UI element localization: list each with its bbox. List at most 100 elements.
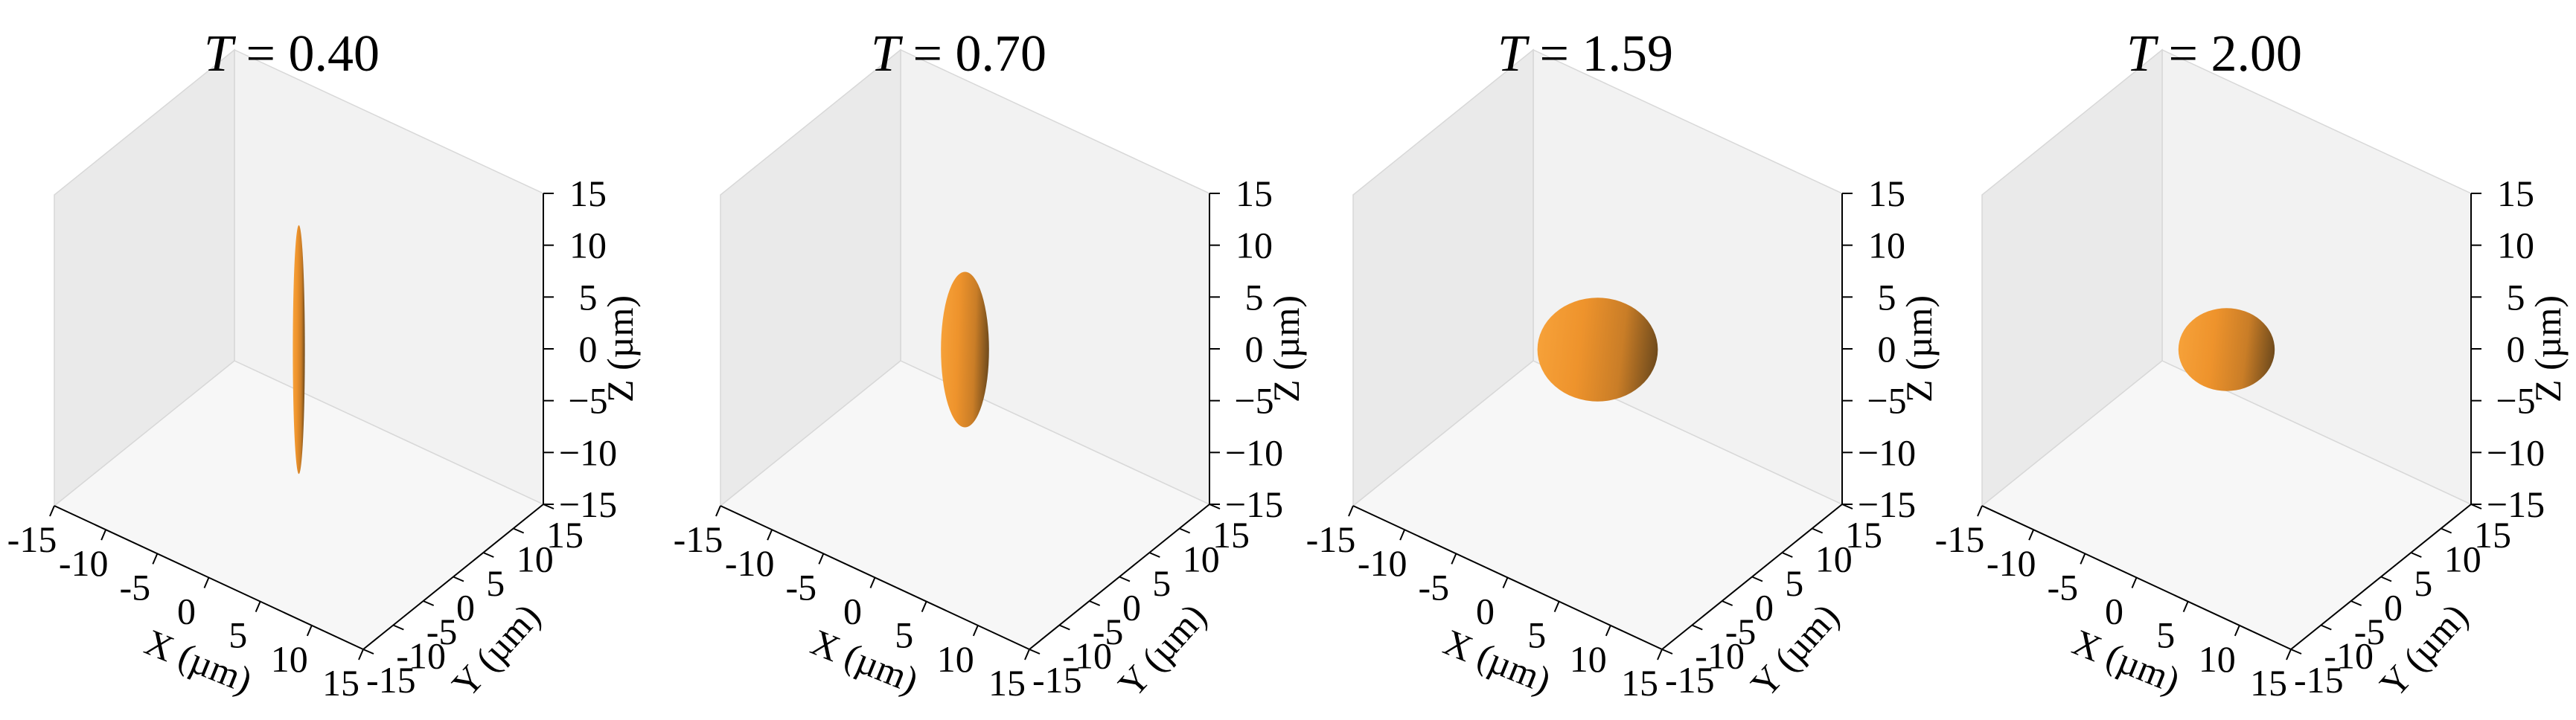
x-tick [1502, 577, 1509, 588]
x-tick-label: 15 [2250, 662, 2287, 704]
z-tick-label: 10 [1868, 225, 1905, 266]
y-tick [2380, 576, 2392, 582]
y-tick [1089, 600, 1101, 606]
z-tick-label: −5 [568, 380, 607, 422]
x-tick-label: 5 [228, 614, 247, 656]
x-tick [2182, 601, 2189, 613]
y-tick [1722, 600, 1733, 606]
z-tick-label: −15 [1225, 483, 1283, 525]
y-tick-label: -5 [2354, 611, 2385, 652]
y-tick-label: -5 [1093, 611, 1124, 652]
y-tick-label: 0 [456, 587, 475, 629]
y-tick [1661, 649, 1673, 655]
x-tick [306, 625, 313, 637]
title-variable: T [2126, 25, 2159, 83]
y-tick-label: 5 [486, 562, 505, 604]
x-tick [921, 601, 927, 613]
x-tick [2234, 625, 2240, 637]
y-tick-label: -5 [426, 611, 458, 652]
y-tick-label: 15 [1845, 514, 1882, 556]
title-variable: T [871, 25, 904, 83]
x-tick-label: 15 [322, 662, 359, 704]
y-tick [1179, 527, 1191, 534]
z-tick-label: 0 [579, 328, 598, 370]
y-tick [482, 552, 494, 558]
z-tick-label: −10 [1858, 431, 1916, 473]
z-tick-label: −15 [559, 483, 617, 525]
y-tick-label: -10 [1062, 635, 1112, 677]
z-axis-label: Z (µm) [599, 295, 641, 402]
x-tick-label: 10 [2199, 638, 2236, 680]
y-tick-label: 15 [2474, 514, 2511, 556]
panel-title: T = 0.70 [871, 25, 1046, 83]
x-tick-label: 10 [1570, 638, 1607, 680]
x-tick-label: 10 [937, 638, 974, 680]
z-tick-label: −10 [559, 431, 617, 473]
y-tick [362, 649, 374, 655]
y-tick-label: -15 [2294, 659, 2344, 701]
z-axis-label: Z (µm) [1265, 295, 1307, 402]
x-tick-label: -15 [1306, 518, 1356, 560]
pane-left [54, 48, 235, 507]
x-tick-label: 5 [2156, 614, 2175, 656]
title-value: = 0.40 [233, 25, 380, 83]
y-tick-label: 15 [546, 514, 584, 556]
z-tick-label: 10 [2497, 225, 2534, 266]
y-tick [2350, 600, 2362, 606]
z-tick-label: 10 [1236, 225, 1273, 266]
panel-title: T = 1.59 [1498, 25, 1673, 83]
x-tick-label: -5 [785, 566, 816, 608]
y-tick-label: 15 [1212, 514, 1250, 556]
y-tick-label: -10 [2324, 635, 2374, 677]
y-tick-label: -15 [1032, 659, 1082, 701]
x-tick [2080, 553, 2086, 565]
x-tick [1348, 505, 1354, 517]
y-tick-label: -15 [366, 659, 416, 701]
y-tick [1119, 576, 1131, 582]
x-tick-label: 5 [1527, 614, 1546, 656]
x-tick-label: 0 [177, 591, 196, 632]
x-tick [100, 529, 107, 541]
z-tick-label: −5 [1234, 380, 1273, 422]
x-tick [152, 553, 159, 565]
y-tick-label: -10 [1695, 635, 1745, 677]
pane-left [1981, 48, 2163, 507]
y-tick-label: 10 [2444, 539, 2481, 580]
x-tick-label: 5 [895, 614, 913, 656]
y-tick [1029, 649, 1041, 655]
x-tick [972, 625, 979, 637]
panel-title: T = 0.40 [204, 25, 380, 83]
y-tick [1751, 576, 1763, 582]
x-tick [1605, 625, 1611, 637]
z-tick-label: −10 [2487, 431, 2545, 473]
z-tick-label: 5 [579, 276, 598, 318]
y-tick-label: -15 [1665, 659, 1715, 701]
z-tick-label: 5 [1245, 276, 1264, 318]
x-tick-label: -15 [1935, 518, 1985, 560]
x-tick [1553, 601, 1560, 613]
x-tick-label: -5 [119, 566, 150, 608]
ellipsoid-surface [293, 225, 305, 475]
z-tick-label: 15 [569, 173, 607, 214]
z-tick-label: 5 [2507, 276, 2525, 318]
ellipsoid-surface [941, 271, 989, 428]
x-tick-label: -10 [725, 542, 775, 584]
y-tick [1812, 527, 1824, 534]
title-variable: T [1498, 25, 1530, 83]
y-tick-label: 0 [2384, 587, 2403, 629]
panel-title: T = 2.00 [2126, 25, 2302, 83]
y-tick [453, 576, 464, 582]
z-tick-label: −5 [2496, 380, 2535, 422]
y-tick-label: 5 [1152, 562, 1171, 604]
y-tick [1058, 624, 1070, 631]
x-tick-label: -15 [674, 518, 723, 560]
ellipsoid-surface [1537, 298, 1658, 402]
z-tick-label: −15 [1858, 483, 1916, 525]
x-tick-label: -5 [2047, 566, 2078, 608]
x-tick [2028, 529, 2035, 541]
